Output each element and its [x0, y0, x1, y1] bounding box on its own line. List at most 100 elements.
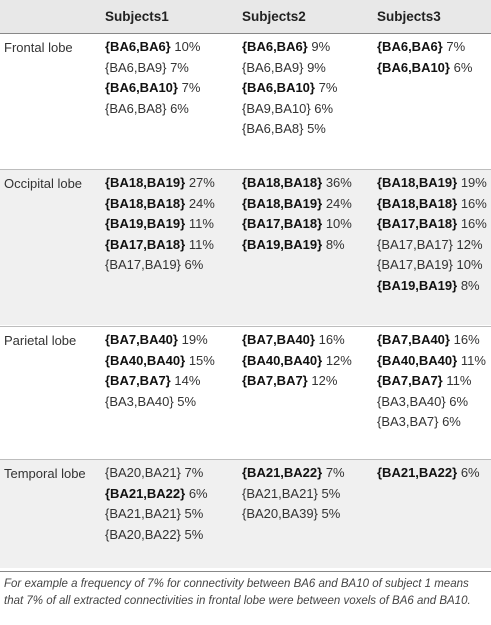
connectivity-entry: {BA6,BA8} 5% [242, 119, 372, 140]
frequency-value: 19% [181, 332, 208, 347]
row-occipital-lobe [0, 170, 491, 325]
ba-pair: {BA40,BA40} [105, 352, 186, 368]
frequency-value: 6% [453, 59, 473, 75]
cell-parietal-subject2: {BA7,BA40} 16% {BA40,BA40} 12% {BA7,BA7} 1… [242, 330, 372, 392]
connectivity-entry: {BA40,BA40} 11% [377, 351, 491, 372]
connectivity-entry: {BA7,BA40} 16% [377, 330, 491, 351]
row-label-temporal: Temporal lobe [4, 466, 86, 481]
connectivity-entry: {BA40,BA40} 12% [242, 351, 372, 372]
connectivity-entry: {BA18,BA19} 27% [105, 173, 235, 194]
frequency-value: 16% [318, 332, 345, 347]
frequency-value: 6% [442, 414, 461, 429]
frequency-value: 9% [307, 59, 326, 75]
cell-temporal-subject2: {BA21,BA22} 7% {BA21,BA21} 5% {BA20,BA39} … [242, 463, 372, 525]
connectivity-entry: {BA17,BA19} 6% [105, 255, 235, 276]
frequency-value: 15% [188, 352, 215, 368]
ba-pair: {BA17,BA19} [377, 257, 453, 272]
frequency-value: 7% [170, 59, 189, 75]
ba-pair: {BA18,BA19} [242, 195, 323, 211]
ba-pair: {BA7,BA7} [377, 373, 443, 388]
frequency-value: 19% [460, 175, 487, 190]
frequency-value: 7% [325, 465, 345, 480]
ba-pair: {BA17,BA17} [377, 236, 453, 252]
row-label-parietal: Parietal lobe [4, 333, 77, 348]
ba-pair: {BA21,BA22} [242, 465, 323, 480]
connectivity-entry: {BA7,BA40} 16% [242, 330, 372, 351]
frequency-value: 6% [449, 393, 469, 409]
ba-pair: {BA6,BA8} [105, 100, 167, 116]
frequency-value: 16% [453, 332, 480, 347]
connectivity-entry: {BA17,BA18} 11% [105, 235, 235, 256]
frequency-value: 7% [318, 80, 338, 95]
frequency-value: 14% [174, 373, 201, 388]
frequency-value: 16% [460, 195, 487, 211]
connectivity-entry: {BA6,BA10} 7% [242, 78, 372, 99]
ba-pair: {BA6,BA9} [105, 59, 167, 75]
row-divider [0, 459, 491, 460]
frequency-value: 7% [181, 80, 201, 95]
ba-pair: {BA6,BA10} [242, 80, 315, 95]
connectivity-entry: {BA7,BA7} 14% [105, 371, 235, 392]
ba-pair: {BA6,BA8} [242, 121, 304, 136]
row-label-frontal: Frontal lobe [4, 40, 73, 55]
frequency-value: 24% [188, 195, 215, 211]
frequency-value: 6% [170, 100, 189, 116]
connectivity-entry: {BA20,BA21} 7% [105, 463, 235, 484]
ba-pair: {BA19,BA19} [105, 216, 186, 231]
frequency-value: 5% [321, 506, 341, 521]
connectivity-entry: {BA21,BA21} 5% [242, 484, 372, 505]
frequency-value: 12% [311, 373, 338, 388]
frequency-value: 11% [188, 216, 214, 231]
ba-pair: {BA6,BA10} [105, 80, 178, 95]
ba-pair: {BA7,BA7} [242, 373, 308, 388]
frequency-value: 11% [446, 373, 472, 388]
ba-pair: {BA20,BA21} [105, 465, 181, 480]
ba-pair: {BA6,BA6} [377, 39, 443, 54]
cell-occipital-subject1: {BA18,BA19} 27% {BA18,BA18} 24% {BA19,BA19… [105, 173, 235, 276]
ba-pair: {BA6,BA9} [242, 59, 304, 75]
frequency-value: 10% [456, 257, 483, 272]
connectivity-entry: {BA3,BA7} 6% [377, 412, 491, 433]
connectivity-entry: {BA40,BA40} 15% [105, 351, 235, 372]
frequency-value: 12% [325, 352, 352, 368]
ba-pair: {BA6,BA10} [377, 59, 450, 75]
frequency-value: 5% [177, 393, 197, 409]
connectivity-entry: {BA6,BA6} 7% [377, 37, 491, 58]
table-header [0, 0, 491, 33]
frequency-value: 11% [188, 236, 214, 252]
frequency-value: 16% [460, 216, 487, 231]
connectivity-entry: {BA3,BA40} 6% [377, 392, 491, 413]
connectivity-entry: {BA17,BA18} 16% [377, 214, 491, 235]
ba-pair: {BA21,BA21} [242, 485, 318, 501]
frequency-value: 8% [325, 236, 345, 252]
frequency-value: 6% [188, 485, 208, 501]
cell-parietal-subject1: {BA7,BA40} 19% {BA40,BA40} 15% {BA7,BA7} 1… [105, 330, 235, 412]
connectivity-entry: {BA18,BA18} 24% [105, 194, 235, 215]
connectivity-entry: {BA20,BA39} 5% [242, 504, 372, 525]
connectivity-entry: {BA7,BA40} 19% [105, 330, 235, 351]
ba-pair: {BA7,BA40} [242, 332, 315, 347]
connectivity-entry: {BA17,BA17} 12% [377, 235, 491, 256]
frequency-value: 6% [460, 465, 480, 480]
frequency-value: 36% [325, 175, 352, 190]
ba-pair: {BA17,BA18} [377, 216, 458, 231]
ba-pair: {BA40,BA40} [242, 352, 323, 368]
connectivity-entry: {BA7,BA7} 12% [242, 371, 372, 392]
row-label-occipital: Occipital lobe [4, 176, 83, 191]
frequency-value: 10% [325, 216, 352, 231]
frequency-value: 27% [188, 175, 215, 190]
row-divider [0, 169, 491, 170]
ba-pair: {BA3,BA40} [105, 393, 174, 409]
row-divider [0, 326, 491, 327]
connectivity-entry: {BA21,BA22} 6% [105, 484, 235, 505]
table-footnote: For example a frequency of 7% for connec… [4, 578, 471, 607]
cell-occipital-subject3: {BA18,BA19} 19% {BA18,BA18} 16% {BA17,BA18… [377, 173, 491, 296]
ba-pair: {BA6,BA6} [242, 39, 308, 54]
frequency-value: 7% [184, 465, 204, 480]
connectivity-entry: {BA3,BA40} 5% [105, 392, 235, 413]
ba-pair: {BA18,BA18} [377, 195, 458, 211]
header-subjects3: Subjects3 [377, 9, 441, 24]
connectivity-entry: {BA21,BA22} 6% [377, 463, 491, 484]
header-subjects2: Subjects2 [242, 9, 306, 24]
ba-pair: {BA18,BA19} [377, 175, 458, 190]
